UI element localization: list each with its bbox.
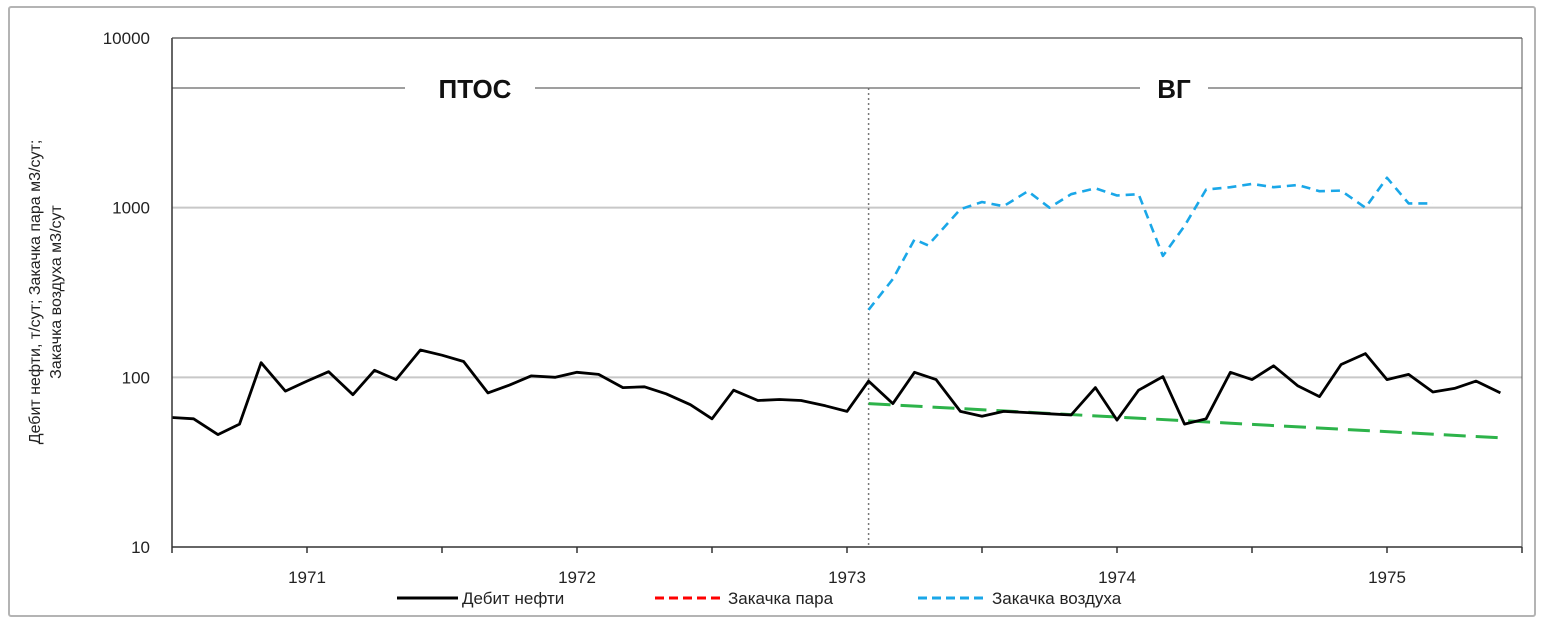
y-tick-label-10: 10 [131,538,150,557]
y-axis-label: Дебит нефти, т/сут; Закачка пара м3/сут;… [27,140,65,445]
series-line-2 [867,176,1433,311]
series-layer [171,176,1502,440]
tick-labels: 10 100 1000 10000 1971 1972 1973 1974 1975 [103,29,1406,587]
axes [171,37,1523,553]
series-line-0 [171,348,1502,437]
legend: Дебит нефти Закачка пара Закачка воздуха [397,589,1122,608]
y-axis-label-line-2: Закачка воздуха м3/сут [48,204,65,378]
phase-label-ptos: ПТОС [439,74,512,104]
x-tick-label-1972: 1972 [558,568,596,587]
x-tick-label-1973: 1973 [828,568,866,587]
y-tick-label-10000: 10000 [103,29,150,48]
y-tick-label-100: 100 [122,368,150,387]
y-axis-label-line-1: Дебит нефти, т/сут; Закачка пара м3/сут; [27,140,44,445]
chart-frame [8,6,1536,617]
x-tick-label-1975: 1975 [1368,568,1406,587]
trend-line [868,402,1501,440]
x-tick-label-1974: 1974 [1098,568,1136,587]
phase-label-vg: ВГ [1157,74,1191,104]
x-tick-label-1971: 1971 [288,568,326,587]
y-tick-label-1000: 1000 [112,199,150,218]
legend-label-2: Закачка воздуха [992,589,1122,608]
gridlines [172,37,1522,379]
legend-label-0: Дебит нефти [462,589,564,608]
phase-annotations: ПТОС ВГ [172,74,1522,547]
legend-label-1: Закачка пара [728,589,834,608]
